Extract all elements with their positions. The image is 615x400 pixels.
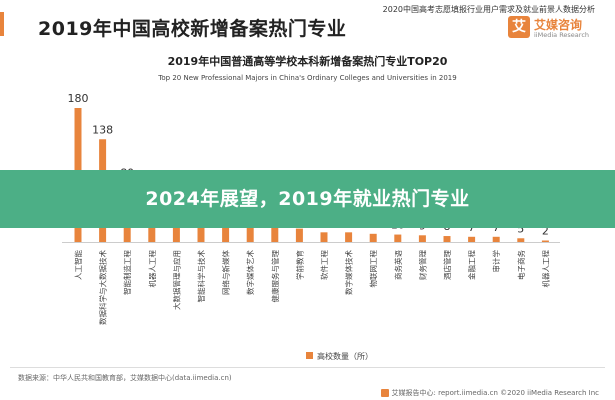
x-tick-label: 机器人工程 [147,250,157,288]
x-tick-label: 金融工程 [467,250,477,280]
data-label: 5 [517,222,524,235]
x-tick-label: 网络与新媒体 [221,250,231,295]
header: 2019年中国高校新增备案热门专业 2020中国高考志愿填报行业用户需求及就业前… [0,0,615,48]
bar [443,236,451,242]
bar [222,215,230,242]
x-tick-label: 商务英语 [393,250,403,280]
legend-label: 高校数量（所） [317,351,373,361]
bar [369,233,377,242]
footer-divider [10,367,605,368]
footer-brand: 艾媒报告中心: report.iimedia.cn ©2020 iiMedia … [380,388,599,398]
x-tick-label: 智能科学与技术 [196,250,206,303]
brand-subtitle: iiMedia Research [534,31,590,39]
bar [541,240,549,242]
data-source: 数据来源：中华人民共和国教育部，艾媒数据中心(data.iimedia.cn) [18,374,232,382]
bar [492,236,500,242]
bar [246,223,254,242]
brand-name: 艾媒咨询 [534,18,583,32]
legend-swatch [306,352,313,359]
x-tick-label: 数字媒体技术 [344,250,354,295]
x-tick-label: 人工智能 [73,250,83,280]
bar [295,228,303,242]
x-tick-label: 物联网工程 [368,250,378,288]
data-label: 138 [92,123,113,136]
bar [345,232,353,242]
bar [320,232,328,242]
bar [468,236,476,242]
bar [418,235,426,242]
x-tick-label: 电子商务 [516,250,526,280]
banner-text: 2024年展望，2019年就业热门专业 [145,188,470,210]
page-title: 2019年中国高校新增备案热门专业 [38,18,347,40]
x-tick-label: 智能制造工程 [122,250,132,295]
x-tick-label: 健康服务与管理 [270,250,280,303]
x-tick-label: 数字媒体艺术 [245,250,255,295]
data-label: 180 [68,92,89,105]
title-accent [0,12,4,36]
banner: 2024年展望，2019年就业热门专业 [0,170,615,228]
brand-logo-icon: 艾 [508,16,530,38]
x-tick-label: 大数据管理与应用 [171,250,181,310]
footer-brand-text: 艾媒报告中心: report.iimedia.cn ©2020 iiMedia … [391,389,599,397]
x-tick-label: 软件工程 [319,250,329,280]
footer-logo-icon [380,389,389,397]
x-tick-label: 财务管理 [417,250,427,280]
chart-subtitle: Top 20 New Professional Majors in China'… [158,74,457,82]
bar [517,238,525,242]
x-tick-label: 酒店管理 [442,250,452,280]
x-tick-label: 机器人工程 [540,250,550,288]
header-caption: 2020中国高考志愿填报行业用户需求及就业前景人数据分析 [382,5,595,14]
data-label: 2 [542,225,549,238]
x-tick-label: 数据科学与大数据技术 [98,250,108,325]
bar [271,224,279,242]
x-tick-label: 审计学 [491,250,501,273]
bar [394,234,402,242]
x-tick-label: 学前教育 [294,250,304,280]
chart-title: 2019年中国普通高等学校本科新增备案热门专业TOP20 [167,55,448,68]
